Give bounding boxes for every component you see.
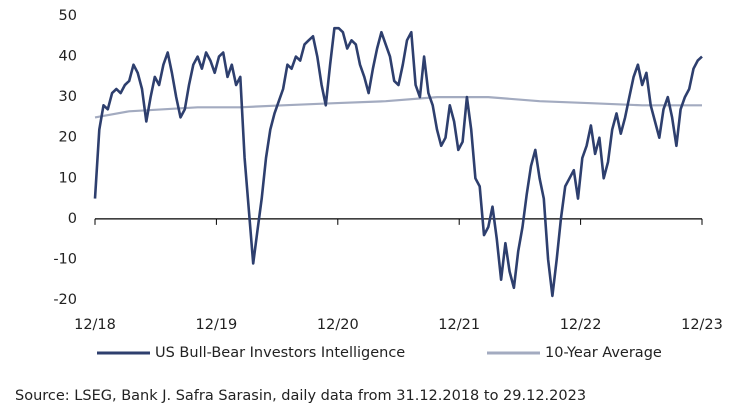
y-tick-label: 20 bbox=[59, 130, 77, 146]
legend-label: 10-Year Average bbox=[545, 345, 662, 361]
x-tick-label: 12/21 bbox=[438, 317, 480, 333]
x-tick-label: 12/19 bbox=[196, 317, 238, 333]
series-line bbox=[93, 26, 703, 298]
y-tick-label: -10 bbox=[53, 251, 77, 267]
x-tick-label: 12/20 bbox=[317, 317, 359, 333]
series-line bbox=[94, 96, 702, 119]
y-tick-label: 10 bbox=[59, 170, 77, 186]
x-tick-label: 12/23 bbox=[681, 317, 723, 333]
x-tick-label: 12/22 bbox=[560, 317, 602, 333]
x-tick-label: 12/18 bbox=[74, 317, 116, 333]
legend-label: US Bull-Bear Investors Intelligence bbox=[155, 345, 405, 361]
y-tick-label: 50 bbox=[59, 8, 77, 24]
y-tick-label: 30 bbox=[59, 89, 77, 105]
source-note: Source: LSEG, Bank J. Safra Sarasin, dai… bbox=[15, 388, 586, 404]
y-tick-label: -20 bbox=[53, 292, 77, 308]
y-tick-label: 0 bbox=[68, 211, 77, 227]
y-tick-label: 40 bbox=[59, 49, 77, 65]
